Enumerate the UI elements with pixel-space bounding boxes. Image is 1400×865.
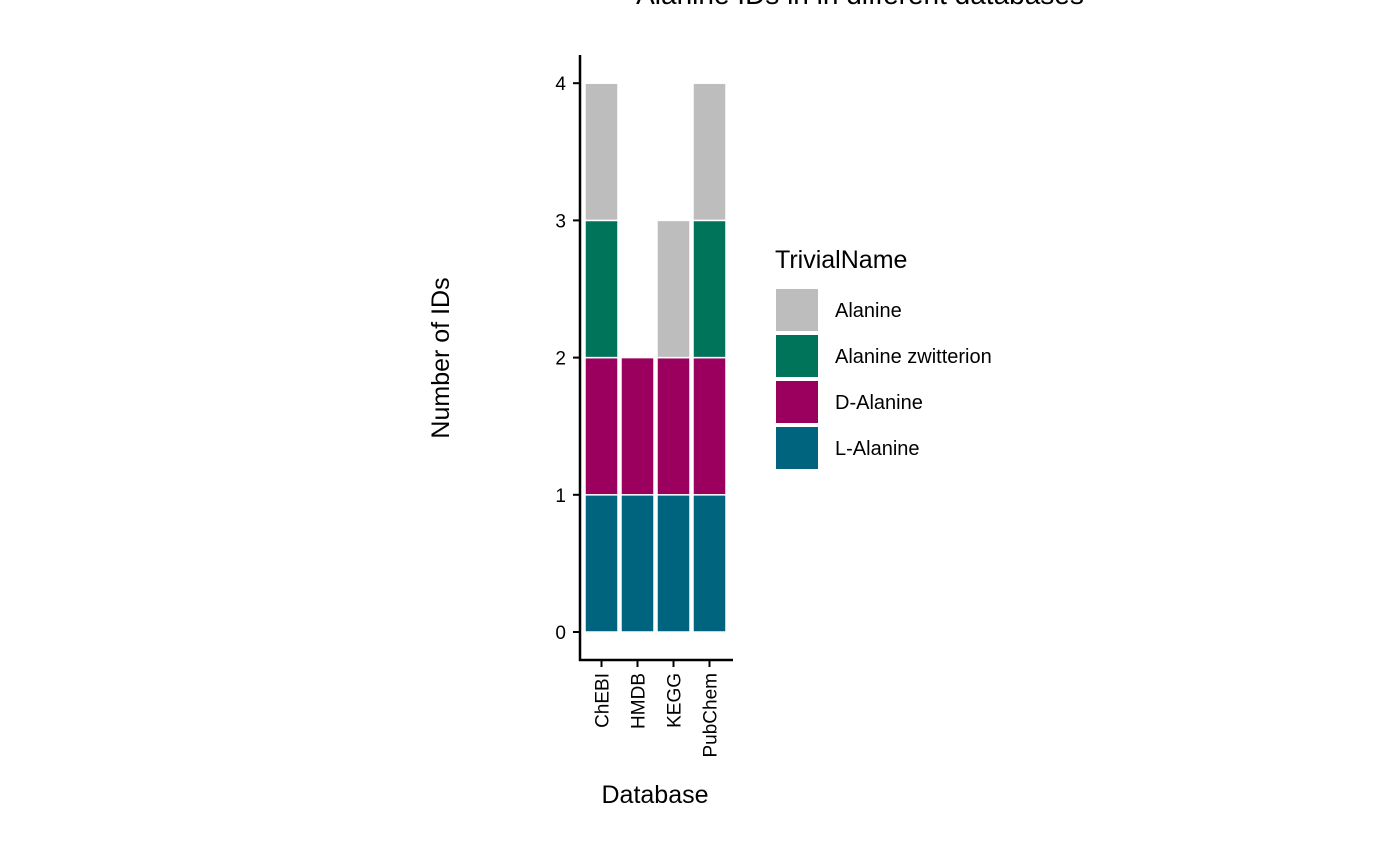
y-axis-title: Number of IDs — [427, 277, 455, 438]
legend-title: TrivialName — [775, 246, 907, 274]
bar-segment — [692, 219, 727, 359]
bar-segment — [584, 356, 619, 496]
bar-segment — [692, 494, 727, 633]
legend: TrivialName Alanine Alanine zwitterion D-A… — [775, 246, 992, 469]
bar-segment — [620, 494, 655, 633]
x-tick-label: HMDB — [629, 673, 650, 729]
bar-segment — [620, 356, 655, 496]
legend-key — [776, 335, 818, 377]
x-axis-title: Database — [601, 781, 708, 809]
legend-items: Alanine Alanine zwitterion D-Alanine L-Alan… — [776, 289, 992, 469]
y-tick-label: 0 — [555, 623, 566, 644]
bar-segment — [584, 494, 619, 633]
y-tick-label: 4 — [555, 74, 566, 95]
x-ticks: ChEBI HMDB KEGG PubChem — [593, 660, 722, 758]
bar-segment — [656, 356, 691, 496]
y-ticks: 0 1 2 3 4 — [555, 74, 580, 644]
legend-label: L-Alanine — [835, 438, 920, 460]
bar-segment — [656, 494, 691, 633]
bar-segment — [584, 82, 619, 222]
bar-layer — [584, 82, 727, 633]
legend-key — [776, 289, 818, 331]
y-tick-label: 3 — [555, 211, 566, 232]
legend-label: Alanine zwitterion — [835, 346, 992, 368]
bar-segment — [692, 356, 727, 496]
legend-key — [776, 381, 818, 423]
bar-segment — [692, 82, 727, 222]
legend-label: Alanine — [835, 300, 902, 322]
chart-title: Alanine IDs in in different databases — [636, 0, 1084, 10]
x-tick-label: PubChem — [701, 673, 722, 758]
legend-label: D-Alanine — [835, 392, 923, 414]
x-tick-label: KEGG — [665, 673, 686, 728]
x-tick-label: ChEBI — [593, 673, 614, 728]
y-tick-label: 2 — [555, 349, 566, 370]
bar-segment — [584, 219, 619, 359]
y-tick-label: 1 — [555, 486, 566, 507]
bar-segment — [656, 219, 691, 359]
legend-key — [776, 427, 818, 469]
